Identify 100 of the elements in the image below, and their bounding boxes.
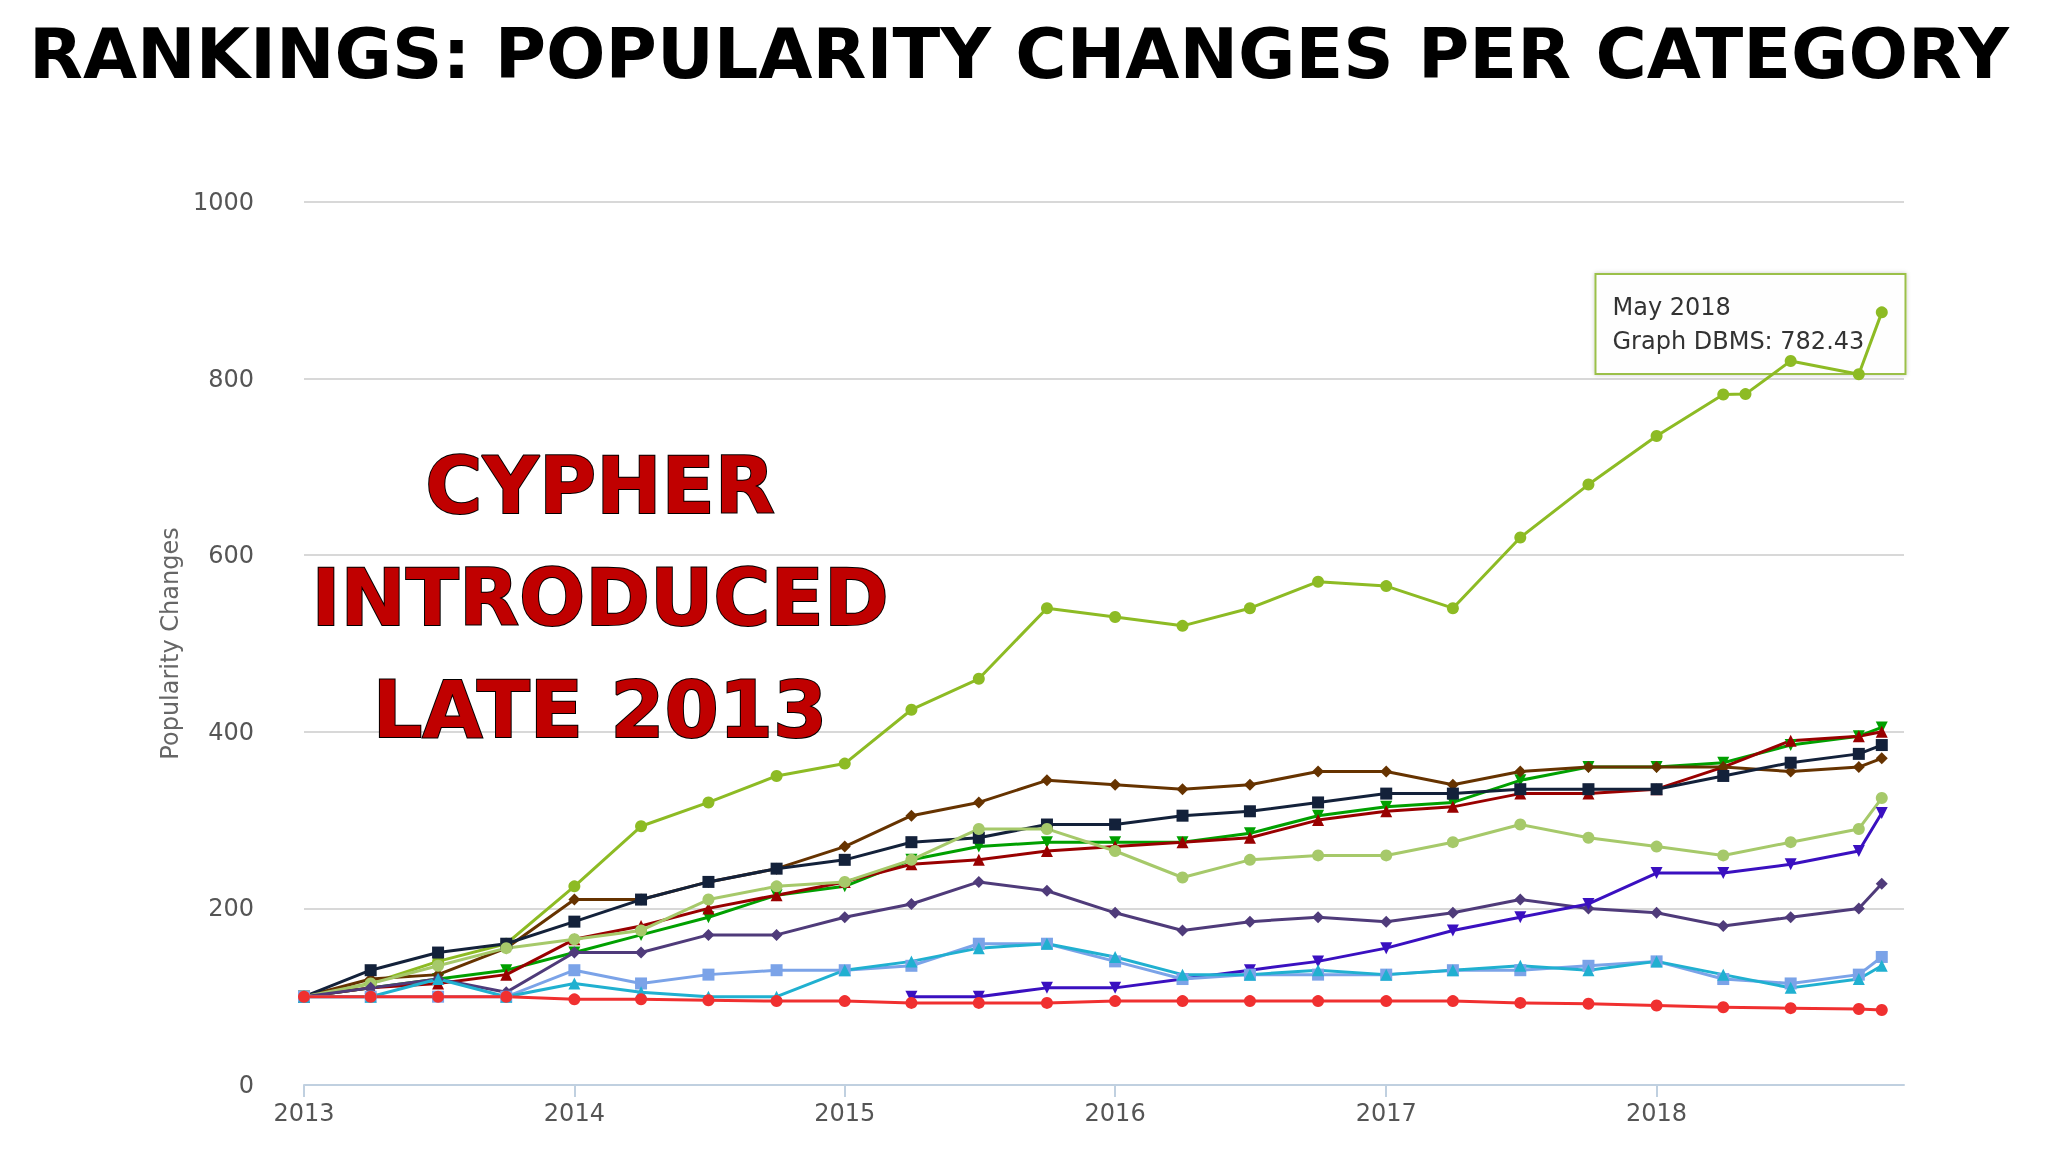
- point: [1852, 902, 1865, 915]
- point: [1514, 531, 1527, 544]
- point: [770, 964, 783, 977]
- point: [838, 853, 851, 866]
- point: [972, 875, 985, 888]
- point: [1514, 959, 1527, 972]
- point: [1784, 858, 1797, 871]
- point: [1717, 867, 1730, 880]
- point: [1650, 840, 1663, 853]
- point: [770, 880, 783, 893]
- point: [1176, 809, 1189, 822]
- point: [1380, 805, 1393, 818]
- point: [1312, 814, 1325, 827]
- point: [1176, 968, 1189, 981]
- point: [1852, 822, 1865, 835]
- point: [1109, 950, 1122, 963]
- point: [1312, 849, 1325, 862]
- point: [1875, 959, 1888, 972]
- point: [1875, 306, 1888, 319]
- point: [1875, 1003, 1888, 1016]
- y-tick-label: 400: [208, 717, 254, 746]
- point: [702, 994, 715, 1007]
- point: [1380, 942, 1393, 955]
- point: [905, 703, 918, 716]
- point: [1380, 787, 1393, 800]
- point: [1040, 996, 1053, 1009]
- annotation: CYPHER INTRODUCED LATE 2013: [311, 441, 889, 755]
- point: [1040, 981, 1053, 994]
- y-tick-label: 0: [238, 1071, 254, 1099]
- point: [1784, 836, 1797, 849]
- y-axis-title: Popularity Changes: [156, 527, 185, 760]
- point: [1784, 981, 1797, 994]
- point: [1784, 911, 1797, 924]
- point: [1514, 818, 1527, 831]
- point: [1243, 853, 1256, 866]
- point: [1109, 845, 1122, 857]
- point: [1582, 964, 1595, 977]
- point: [1312, 796, 1325, 809]
- point: [1784, 354, 1797, 367]
- point: [1312, 964, 1325, 977]
- point: [1040, 845, 1053, 858]
- point: [905, 897, 918, 910]
- annotation: May 2018 Graph DBMS: 782.43: [1612, 293, 1865, 356]
- point: [1717, 388, 1730, 401]
- point: [1312, 575, 1325, 588]
- point: [364, 964, 377, 977]
- point: [838, 757, 851, 770]
- point: [1717, 849, 1730, 862]
- point: [838, 911, 851, 924]
- x-tick-label: 2014: [543, 1099, 605, 1127]
- point: [972, 796, 985, 809]
- point: [1852, 845, 1865, 858]
- point: [1875, 725, 1888, 738]
- point: [1514, 765, 1527, 778]
- point: [1109, 995, 1122, 1008]
- point: [568, 977, 581, 990]
- point: [1243, 831, 1256, 844]
- point: [1582, 783, 1595, 796]
- point: [972, 822, 985, 835]
- point: [1176, 995, 1189, 1008]
- point: [1717, 968, 1730, 981]
- point: [1446, 787, 1459, 800]
- point: [1650, 906, 1663, 919]
- point: [1243, 602, 1256, 615]
- x-tick-label: 2015: [814, 1099, 876, 1127]
- point: [1380, 995, 1393, 1008]
- point: [1243, 995, 1256, 1008]
- point: [1040, 822, 1053, 835]
- point: [1852, 747, 1865, 760]
- point: [770, 995, 783, 1008]
- point: [1040, 774, 1053, 787]
- point: [1852, 1003, 1865, 1016]
- point: [838, 840, 851, 853]
- y-tick-label: 200: [208, 894, 254, 923]
- point: [1380, 849, 1393, 862]
- point: [1380, 580, 1393, 593]
- point: [972, 853, 985, 866]
- point: [702, 796, 715, 809]
- point: [1514, 911, 1527, 924]
- point: [500, 968, 513, 981]
- x-tick-label: 2016: [1084, 1099, 1146, 1127]
- point: [1380, 765, 1393, 778]
- point: [635, 946, 648, 959]
- point: [1784, 1002, 1797, 1015]
- point: [635, 993, 648, 1006]
- point: [1875, 739, 1888, 752]
- y-tick-label: 1000: [192, 188, 254, 216]
- point: [905, 809, 918, 822]
- point: [1176, 783, 1189, 796]
- point: [905, 955, 918, 968]
- point: [568, 880, 581, 893]
- point: [635, 977, 648, 990]
- point: [1040, 602, 1053, 615]
- point: [432, 946, 445, 959]
- point: [770, 769, 783, 782]
- point: [1176, 924, 1189, 937]
- point: [1650, 430, 1663, 442]
- point: [838, 995, 851, 1008]
- point: [1717, 920, 1730, 933]
- point: [1784, 734, 1797, 747]
